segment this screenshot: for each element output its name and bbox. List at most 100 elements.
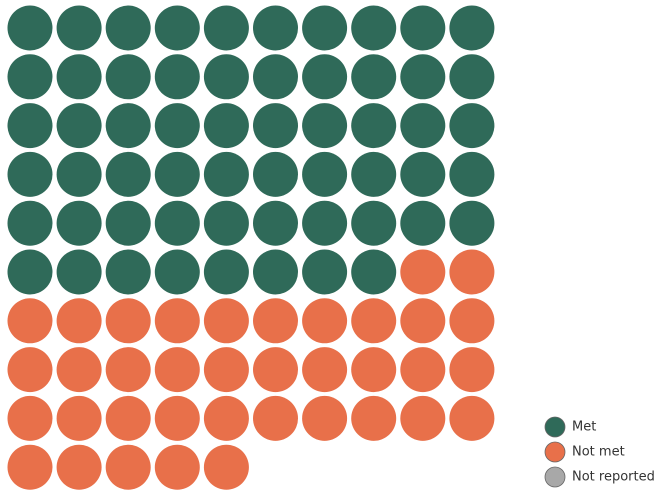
waffle-cell: [400, 54, 446, 100]
waffle-cell: [203, 54, 249, 100]
waffle-cell: [7, 54, 53, 100]
waffle-cell: [253, 151, 298, 197]
waffle-cell: [7, 151, 53, 197]
waffle-cell: [302, 103, 348, 149]
waffle-cell: [449, 249, 495, 295]
waffle-cell: [203, 151, 249, 197]
waffle-cell: [449, 395, 495, 441]
waffle-cell: [449, 298, 495, 344]
waffle-cell: [449, 200, 495, 246]
waffle-cell: [56, 200, 102, 246]
legend-label: Not reported: [572, 470, 655, 485]
waffle-cell: [351, 5, 397, 51]
waffle-cell: [449, 5, 495, 51]
waffle-cell: [449, 54, 495, 100]
waffle-cell: [253, 200, 298, 246]
waffle-cell: [253, 5, 298, 51]
waffle-cell: [7, 395, 53, 441]
waffle-cell: [203, 200, 249, 246]
waffle-cell: [154, 103, 200, 149]
waffle-cell: [154, 298, 200, 344]
waffle-cell: [400, 151, 446, 197]
waffle-cell: [203, 103, 249, 149]
waffle-cell: [400, 249, 446, 295]
waffle-cell: [7, 200, 53, 246]
waffle-cell: [351, 151, 397, 197]
waffle-cell: [7, 249, 53, 295]
waffle-cell: [449, 151, 495, 197]
waffle-cell: [351, 249, 397, 295]
waffle-cell: [105, 395, 151, 441]
waffle-cell: [105, 444, 151, 490]
waffle-cell: [400, 5, 446, 51]
waffle-cell: [154, 5, 200, 51]
waffle-cell: [351, 200, 397, 246]
waffle-cell: [302, 5, 348, 51]
waffle-cell: [56, 347, 102, 393]
waffle-cell: [253, 249, 298, 295]
waffle-cell: [7, 5, 53, 51]
waffle-cell: [56, 395, 102, 441]
waffle-cell: [56, 151, 102, 197]
waffle-cell: [105, 200, 151, 246]
waffle-cell: [351, 395, 397, 441]
waffle-cell: [105, 151, 151, 197]
waffle-cell: [154, 395, 200, 441]
waffle-cell: [56, 298, 102, 344]
waffle-cell: [203, 298, 249, 344]
waffle-cell: [56, 54, 102, 100]
waffle-cell: [302, 347, 348, 393]
waffle-cell: [351, 347, 397, 393]
waffle-cell: [449, 347, 495, 393]
waffle-cell: [302, 249, 348, 295]
waffle-cell: [7, 103, 53, 149]
legend-swatch: [544, 466, 566, 488]
waffle-cell: [154, 151, 200, 197]
waffle-cell: [56, 249, 102, 295]
waffle-cell: [302, 200, 348, 246]
waffle-cell: [7, 347, 53, 393]
legend-swatch: [544, 441, 566, 463]
waffle-cell: [154, 200, 200, 246]
waffle-cell: [154, 54, 200, 100]
waffle-cell: [302, 298, 348, 344]
waffle-cell: [253, 298, 298, 344]
waffle-cell: [105, 298, 151, 344]
waffle-cell: [56, 103, 102, 149]
waffle-cell: [56, 5, 102, 51]
waffle-cell: [203, 249, 249, 295]
waffle-cell: [154, 444, 200, 490]
waffle-cell: [400, 395, 446, 441]
waffle-cell: [203, 5, 249, 51]
waffle-cell: [253, 54, 298, 100]
waffle-cell: [56, 444, 102, 490]
waffle-cell: [400, 347, 446, 393]
waffle-cell: [105, 103, 151, 149]
waffle-cell: [105, 249, 151, 295]
waffle-cell: [400, 200, 446, 246]
waffle-cell: [351, 298, 397, 344]
waffle-cell: [154, 347, 200, 393]
waffle-cell: [302, 151, 348, 197]
waffle-cell: [253, 395, 298, 441]
waffle-cell: [7, 444, 53, 490]
legend-label: Met: [572, 420, 596, 435]
waffle-cell: [253, 347, 298, 393]
waffle-cell: [105, 54, 151, 100]
waffle-cell: [154, 249, 200, 295]
waffle-cell: [400, 103, 446, 149]
waffle-cell: [351, 103, 397, 149]
waffle-cell: [7, 298, 53, 344]
legend-swatch: [544, 416, 566, 438]
waffle-cell: [449, 103, 495, 149]
waffle-cell: [351, 54, 397, 100]
waffle-cell: [302, 54, 348, 100]
waffle-cell: [203, 444, 249, 490]
waffle-cell: [203, 395, 249, 441]
waffle-cell: [203, 347, 249, 393]
waffle-cell: [105, 5, 151, 51]
waffle-cell: [105, 347, 151, 393]
waffle-cell: [302, 395, 348, 441]
waffle-cell: [400, 298, 446, 344]
